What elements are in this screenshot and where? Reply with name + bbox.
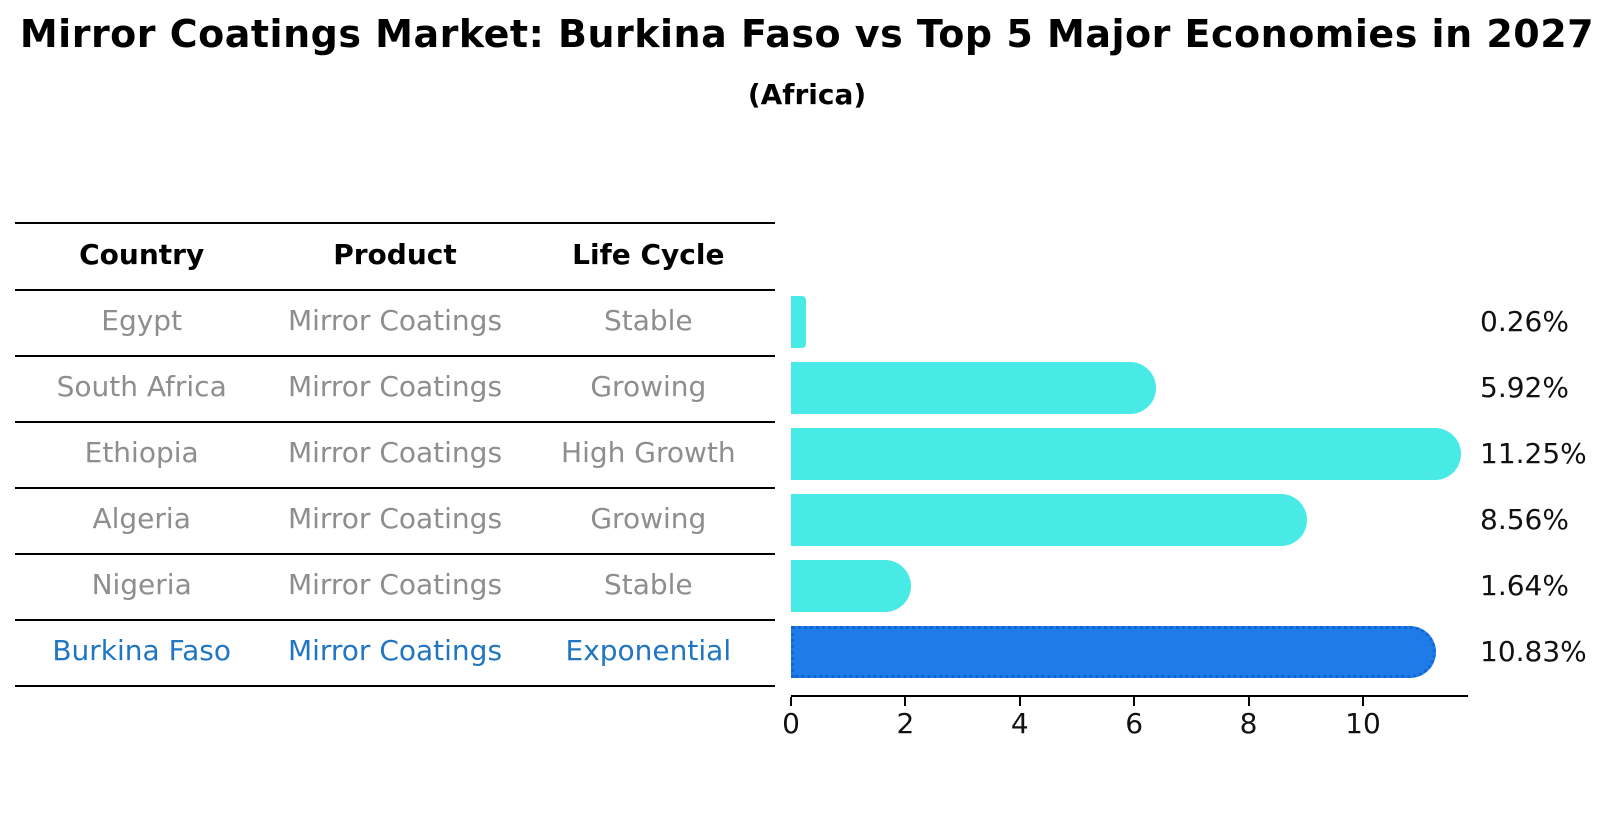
- cell-country: Egypt: [101, 304, 183, 337]
- column-header-product: Product: [333, 238, 457, 271]
- cell-product: Mirror Coatings: [287, 634, 503, 667]
- x-axis-tick: [1247, 697, 1250, 706]
- x-axis-tick: [1362, 697, 1364, 706]
- table-border: [15, 222, 775, 224]
- value-label-nigeria: 1.64%: [1480, 569, 1569, 602]
- value-label-algeria: 8.56%: [1480, 503, 1569, 536]
- cell-life-cycle: Growing: [590, 502, 707, 535]
- cell-life-cycle: Exponential: [565, 634, 732, 667]
- x-axis-tick: [1133, 697, 1136, 706]
- x-axis-tick: [790, 697, 792, 706]
- x-axis-tick: [904, 697, 907, 706]
- x-axis-tick-label: 0: [782, 707, 800, 740]
- page-subtitle: (Africa): [747, 78, 867, 111]
- bar-algeria: [791, 494, 1307, 546]
- x-axis-tick-label: 4: [1010, 707, 1029, 740]
- table-border: [15, 355, 775, 357]
- value-label-burkina-faso: 10.83%: [1480, 635, 1587, 668]
- cell-product: Mirror Coatings: [287, 304, 503, 337]
- bar-ethiopia: [791, 428, 1461, 480]
- table-row: Egypt Mirror Coatings Stable: [15, 304, 775, 337]
- cell-product: Mirror Coatings: [287, 370, 503, 403]
- x-axis-tick-label: 8: [1239, 707, 1258, 740]
- x-axis-tick-label: 10: [1345, 707, 1381, 740]
- column-header-country: Country: [79, 238, 205, 271]
- table-row-highlight-burkina-faso: Burkina Faso Mirror Coatings Exponential: [15, 634, 775, 667]
- table-row: Nigeria Mirror Coatings Stable: [15, 568, 775, 601]
- cell-product: Mirror Coatings: [287, 436, 503, 469]
- cell-country: South Africa: [56, 370, 227, 403]
- table-border: [15, 619, 775, 621]
- table-border: [15, 421, 775, 423]
- table-border: [15, 487, 775, 489]
- cell-life-cycle: Stable: [603, 304, 693, 337]
- x-axis-tick: [1018, 697, 1021, 706]
- page-title: Mirror Coatings Market: Burkina Faso vs …: [19, 12, 1595, 56]
- cell-product: Mirror Coatings: [287, 568, 503, 601]
- cell-life-cycle: High Growth: [561, 436, 736, 469]
- value-label-ethiopia: 11.25%: [1480, 437, 1587, 470]
- cell-country: Burkina Faso: [52, 634, 231, 667]
- cell-country: Algeria: [92, 502, 191, 535]
- cell-country: Ethiopia: [84, 436, 199, 469]
- cell-country: Nigeria: [91, 568, 192, 601]
- table-border: [15, 553, 775, 555]
- column-header-life-cycle: Life Cycle: [572, 238, 725, 271]
- x-axis-line: [791, 695, 1468, 697]
- x-axis-tick-label: 6: [1125, 707, 1144, 740]
- cell-life-cycle: Growing: [590, 370, 707, 403]
- table-header-row: Country Product Life Cycle: [15, 238, 775, 271]
- table-row: Algeria Mirror Coatings Growing: [15, 502, 775, 535]
- value-label-south-africa: 5.92%: [1480, 371, 1569, 404]
- bar-nigeria: [791, 560, 911, 612]
- x-axis-tick-label: 2: [896, 707, 915, 740]
- bar-egypt: [791, 296, 806, 348]
- value-label-egypt: 0.26%: [1480, 305, 1569, 338]
- cell-product: Mirror Coatings: [287, 502, 503, 535]
- table-row: Ethiopia Mirror Coatings High Growth: [15, 436, 775, 469]
- table-row: South Africa Mirror Coatings Growing: [15, 370, 775, 403]
- bar-south-africa: [791, 362, 1156, 414]
- table-border: [15, 685, 775, 687]
- cell-life-cycle: Stable: [603, 568, 693, 601]
- table-border: [15, 289, 775, 291]
- bar-burkina-faso: [791, 626, 1437, 678]
